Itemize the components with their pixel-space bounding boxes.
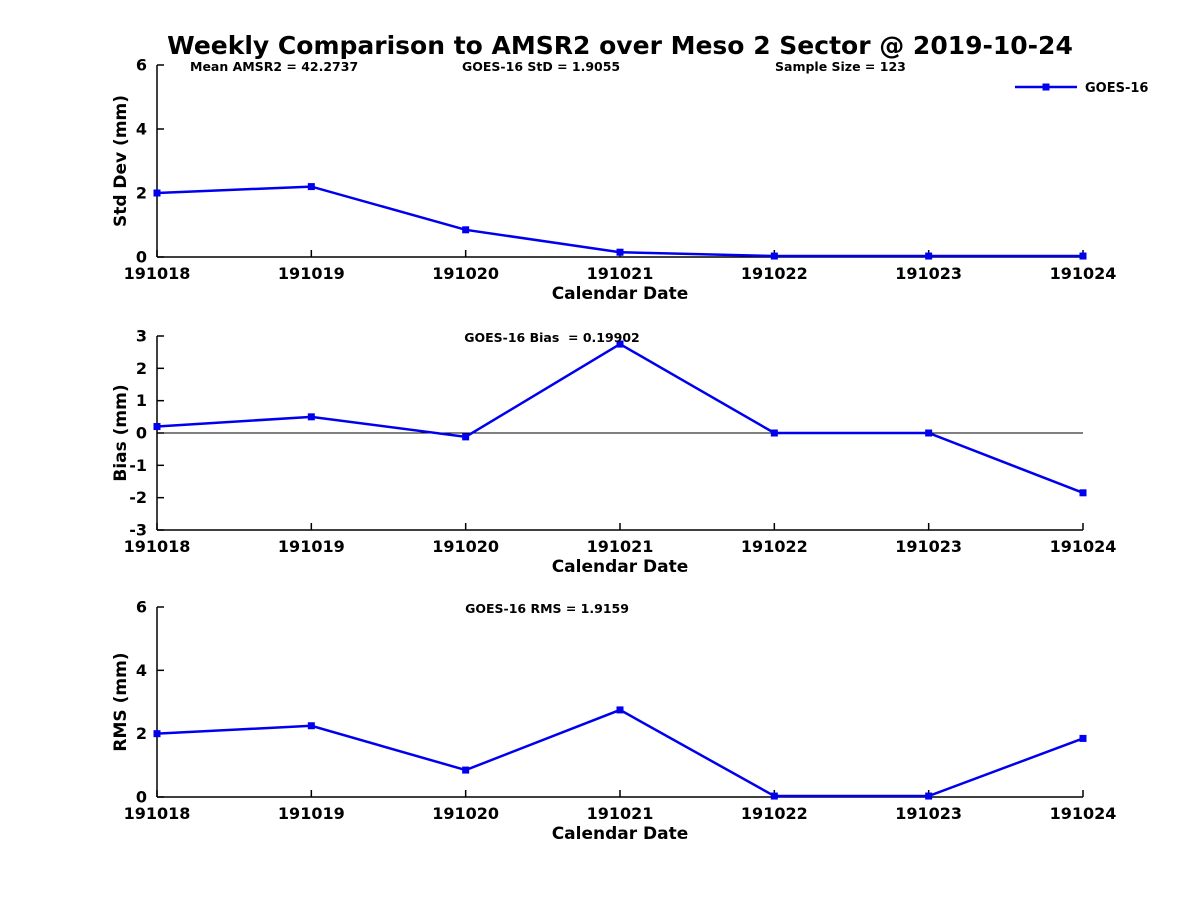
goes-16-marker (1079, 252, 1087, 260)
stat-annotation: GOES-16 Bias = 0.19902 (464, 330, 640, 345)
goes-16-line (156, 708, 1084, 798)
x-tick-label: 191019 (278, 804, 345, 823)
std-dev-chart: 191018 191019 191020 191021 191022 191023 1910… (111, 56, 1148, 305)
y-tick-label: 4 (136, 120, 147, 139)
figure-title: Weekly Comparison to AMSR2 over Meso 2 S… (167, 31, 1073, 60)
x-tick-label: 191021 (587, 537, 654, 556)
x-tick-label: 191022 (741, 804, 808, 823)
goes-16-marker (925, 252, 933, 260)
legend-label: GOES-16 (1085, 81, 1148, 96)
y-tick-label: 4 (136, 661, 147, 680)
goes-16-marker (307, 722, 315, 730)
y-tick-label: -1 (129, 456, 147, 475)
goes-16-marker (153, 423, 161, 431)
x-tick-label: 191022 (741, 537, 808, 556)
x-axis-label: Calendar Date (552, 824, 689, 844)
rms-chart: 191018 191019 191020 191021 191022 191023 1910… (111, 598, 1117, 845)
x-tick-label: 191020 (432, 804, 499, 823)
x-tick-label: 191018 (124, 264, 191, 283)
y-tick-label: 3 (136, 327, 147, 346)
y-tick-label: 0 (136, 424, 147, 443)
goes-16-marker (307, 413, 315, 421)
x-tick-label: 191020 (432, 264, 499, 283)
x-tick-label: 191021 (587, 804, 654, 823)
goes-16-marker (1079, 734, 1087, 742)
x-tick-label: 191023 (895, 264, 962, 283)
goes-16-marker (462, 766, 470, 774)
goes-16-line (156, 342, 1084, 494)
y-tick-label: 0 (136, 248, 147, 267)
stat-annotation: Sample Size = 123 (775, 59, 906, 74)
y-tick-label: 2 (136, 184, 147, 203)
x-tick-label: 191019 (278, 264, 345, 283)
goes-16-marker (307, 183, 315, 191)
bias-chart: 191018 191019 191020 191021 191022 191023 1910… (111, 327, 1117, 576)
goes-16-marker (770, 792, 778, 800)
x-tick-label: 191023 (895, 804, 962, 823)
goes-16-marker (925, 792, 933, 800)
stat-annotation: Mean AMSR2 = 42.2737 (190, 59, 358, 74)
legend-marker (1042, 83, 1050, 91)
goes-16-marker (616, 706, 624, 714)
x-axis-label: Calendar Date (552, 284, 689, 304)
goes-16-marker (1079, 489, 1087, 497)
y-tick-label: -2 (129, 488, 147, 507)
goes-16-marker (925, 429, 933, 437)
goes-16-marker (462, 433, 470, 441)
y-tick-label: 6 (136, 598, 147, 617)
x-tick-label: 191018 (124, 804, 191, 823)
y-tick-label: 2 (136, 359, 147, 378)
goes-16-marker (616, 340, 624, 348)
y-tick-label: 1 (136, 391, 147, 410)
y-tick-label: 2 (136, 724, 147, 743)
goes-16-marker (153, 189, 161, 197)
x-tick-label: 191024 (1050, 537, 1117, 556)
stat-annotation: GOES-16 StD = 1.9055 (462, 59, 620, 74)
goes-16-marker (153, 730, 161, 738)
x-tick-label: 191024 (1050, 264, 1117, 283)
x-axis-label: Calendar Date (552, 557, 689, 575)
y-axis-label: Bias (mm) (111, 384, 131, 481)
x-tick-label: 191018 (124, 537, 191, 556)
y-axis-label: RMS (mm) (111, 652, 131, 751)
goes-16-marker (616, 248, 624, 256)
y-axis-label: Std Dev (mm) (111, 95, 131, 227)
x-tick-label: 191021 (587, 264, 654, 283)
goes-16-marker (770, 429, 778, 437)
goes-16-marker (770, 252, 778, 260)
stat-annotation: GOES-16 RMS = 1.9159 (465, 601, 629, 616)
goes-16-marker (462, 226, 470, 234)
y-tick-label: 0 (136, 788, 147, 807)
y-tick-label: -3 (129, 521, 147, 540)
x-tick-label: 191019 (278, 537, 345, 556)
y-tick-label: 6 (136, 56, 147, 75)
x-tick-label: 191022 (741, 264, 808, 283)
x-tick-label: 191020 (432, 537, 499, 556)
x-tick-label: 191023 (895, 537, 962, 556)
x-tick-label: 191024 (1050, 804, 1117, 823)
goes-16-line (156, 185, 1083, 258)
